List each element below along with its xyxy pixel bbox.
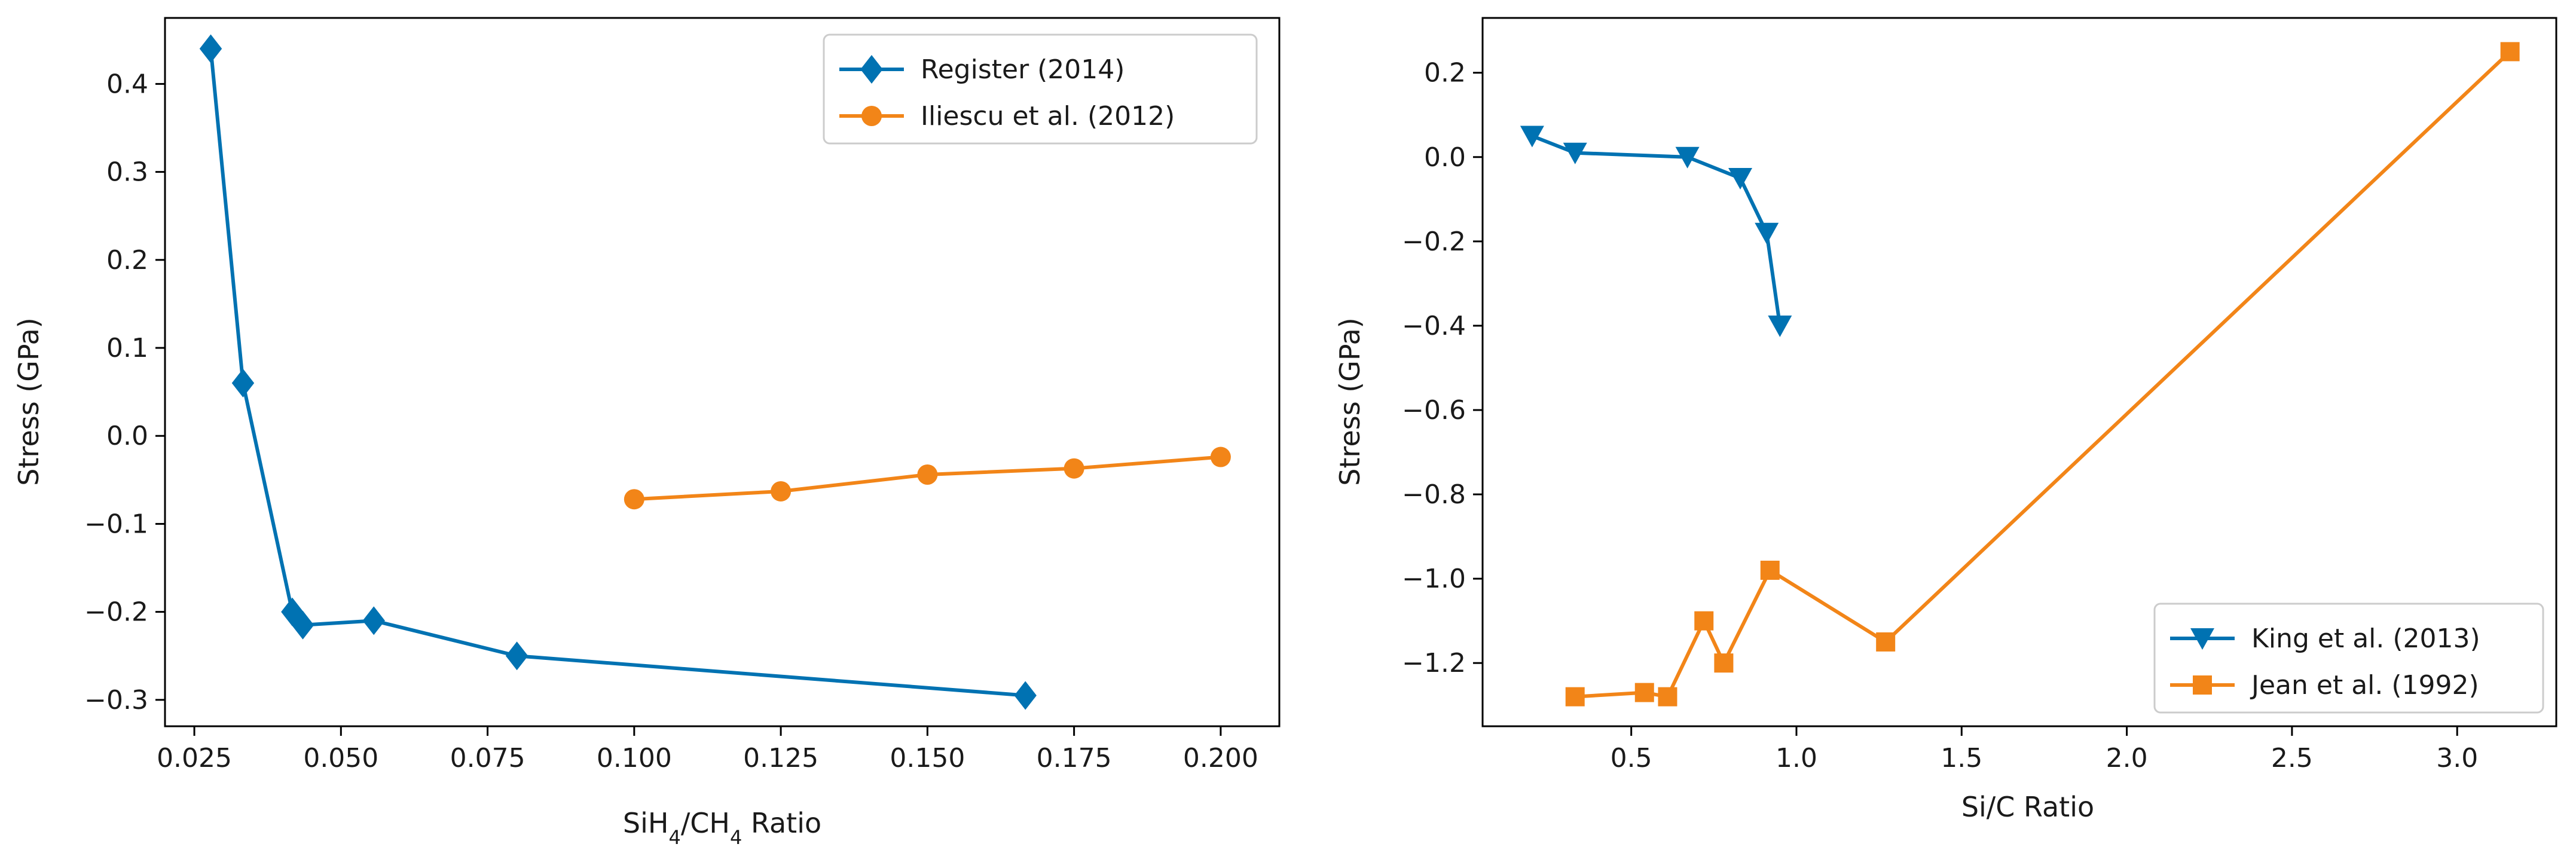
left-chart: 0.025 0.050 0.075 0.100 0.125 0.150 0.175 0.200… [13, 17, 1281, 847]
right-x-tick-label: 2.0 [2106, 743, 2148, 773]
right-series-1-point [1876, 632, 1896, 652]
left-x-tick-label: 0.075 [450, 743, 525, 773]
left-x-tick-label: 0.175 [1037, 743, 1112, 773]
left-series-0-point [1014, 681, 1037, 710]
left-x-tick-label: 0.050 [303, 743, 378, 773]
left-y-tick-label: 0.0 [106, 421, 148, 451]
left-y-axis-label: Stress (GPa) [13, 317, 45, 485]
right-series-0-point [1520, 126, 1544, 148]
right-series-0-point [1728, 168, 1753, 190]
right-legend-label: Jean et al. (1992) [2250, 670, 2479, 701]
left-series-1-point [917, 464, 938, 485]
left-x-tick-label: 0.150 [890, 743, 965, 773]
left-x-tick-label: 0.125 [743, 743, 818, 773]
right-series-1-line [1575, 50, 2511, 699]
left-x-tick-label: 0.100 [597, 743, 672, 773]
right-series-1-point [1694, 611, 1714, 631]
left-y-tick-label: −0.2 [84, 597, 148, 628]
left-series-1-point [771, 481, 792, 502]
right-series-0-line [1531, 134, 1782, 326]
right-y-axis-label: Stress (GPa) [1334, 317, 1366, 485]
right-legend-marker [2193, 675, 2212, 695]
left-series-layer [199, 34, 1231, 710]
right-series-1-point [1760, 561, 1780, 580]
left-y-tick-label: 0.4 [106, 69, 148, 99]
right-legend-marker [2190, 628, 2214, 650]
left-series-1-point [1210, 447, 1231, 467]
left-series-1-point [1064, 458, 1084, 479]
right-series-1-point [1565, 687, 1585, 707]
right-y-tick-label: −0.2 [1402, 227, 1466, 257]
right-series-1-point [1714, 653, 1734, 673]
left-series-0-point [231, 368, 255, 397]
right-y-tick-label: −0.8 [1402, 479, 1466, 510]
left-y-tick-label: 0.2 [106, 245, 148, 276]
right-x-tick-label: 1.0 [1776, 743, 1817, 773]
left-series-0-point [199, 34, 222, 63]
left-series-0-line [209, 48, 1026, 698]
left-legend-marker [861, 106, 882, 126]
left-y-tick-label: −0.3 [84, 685, 148, 715]
right-x-tick-label: 2.5 [2271, 743, 2313, 773]
left-legend-box [823, 33, 1258, 145]
left-legend-label: Iliescu et al. (2012) [921, 101, 1175, 132]
right-y-tick-label: −1.2 [1402, 648, 1466, 678]
right-plot-frame [1481, 17, 2557, 727]
right-y-tick-label: 0.2 [1424, 58, 1466, 88]
left-legend: Register (2014) Iliescu et al. (2012) [823, 33, 1258, 145]
left-legend-marker [860, 55, 883, 84]
right-series-0-point [1768, 315, 1792, 337]
left-y-tick-label: −0.1 [84, 509, 148, 539]
right-y-tick-label: 0.0 [1424, 142, 1466, 173]
right-x-axis-label: Si/C Ratio [1961, 791, 2094, 823]
left-series-0-point [291, 610, 314, 640]
left-x-tick-label: 0.200 [1183, 743, 1258, 773]
right-series-0-point [1563, 142, 1587, 164]
right-series-0-point [1755, 222, 1779, 244]
right-legend: King et al. (2013) Jean et al. (1992) [2153, 603, 2544, 714]
right-legend-box [2153, 603, 2544, 714]
left-plot-frame [164, 17, 1281, 727]
right-y-tick-label: −0.4 [1402, 311, 1466, 341]
right-x-tick-label: 1.5 [1941, 743, 1982, 773]
left-x-axis-label: SiH4/CH4 Ratio [623, 807, 821, 847]
right-x-tick-label: 3.0 [2436, 743, 2478, 773]
right-chart: 0.5 1.0 1.5 2.0 2.5 3.0 −1.2 −1.0 −0.8 −0.6 −0.4 −0… [1334, 17, 2557, 823]
right-series-1-point [2500, 42, 2520, 62]
left-x-tick-label: 0.025 [157, 743, 232, 773]
left-series-0-point [505, 641, 528, 671]
left-y-tick-label: 0.1 [106, 333, 148, 363]
right-series-layer [1520, 42, 2520, 707]
right-series-1-point [1634, 683, 1654, 702]
right-y-tick-label: −1.0 [1402, 564, 1466, 594]
right-x-tick-label: 0.5 [1611, 743, 1652, 773]
left-series-0-point [362, 606, 385, 635]
left-series-1-point [624, 489, 644, 510]
left-y-tick-label: 0.3 [106, 157, 148, 188]
right-series-1-point [1658, 687, 1677, 707]
right-y-tick-label: −0.6 [1402, 395, 1466, 426]
right-legend-label: King et al. (2013) [2251, 623, 2480, 654]
right-series-0-point [1675, 146, 1700, 169]
left-legend-label: Register (2014) [921, 54, 1124, 85]
